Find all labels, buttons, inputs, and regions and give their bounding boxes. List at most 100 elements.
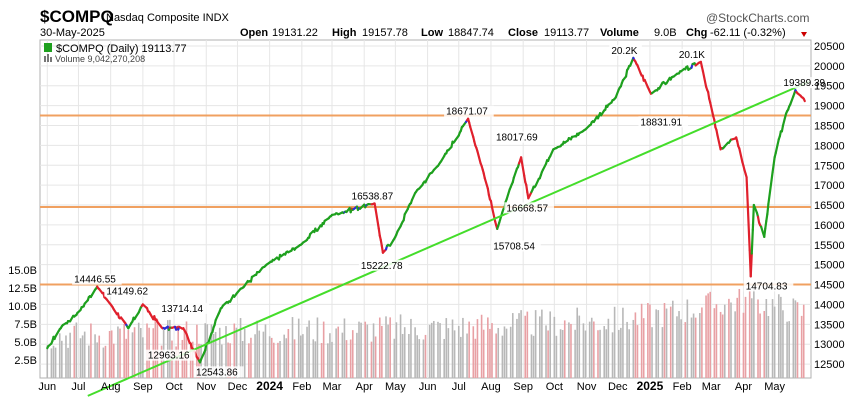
volume-bar <box>527 312 529 378</box>
volume-bar <box>724 305 726 378</box>
volume-bar <box>250 338 252 378</box>
volume-bar <box>125 339 127 378</box>
volume-bar <box>379 318 381 378</box>
volume-bar <box>680 319 682 378</box>
volume-bar <box>583 323 585 378</box>
close-value: 19113.77 <box>544 27 589 39</box>
volume-bar <box>531 334 533 378</box>
volume-bar <box>265 324 267 378</box>
volume-bar <box>327 343 329 378</box>
volume-bar <box>670 307 672 378</box>
volume-bar <box>591 318 593 378</box>
volume-bar <box>308 320 310 378</box>
volume-tick-label: 12.5B <box>8 283 37 295</box>
volume-bar <box>554 317 556 378</box>
volume-bar <box>96 342 98 378</box>
volume-bar <box>128 330 130 378</box>
volume-bar <box>46 345 48 378</box>
volume-bar <box>119 329 121 378</box>
volume-bar <box>113 344 115 378</box>
y-tick-label: 17000 <box>814 180 845 192</box>
volume-bar <box>269 336 271 378</box>
x-tick-label: 2024 <box>256 379 283 393</box>
ticker-name: Nasdaq Composite INDX <box>106 12 230 24</box>
volume-bar <box>649 305 651 378</box>
volume-bar <box>315 341 317 378</box>
volume-bar <box>556 336 558 378</box>
volume-bar <box>699 313 701 378</box>
volume-bar <box>285 338 287 378</box>
x-tick-label: Aug <box>101 381 121 393</box>
volume-bar <box>599 330 601 378</box>
volume-bar <box>547 330 549 378</box>
volume-bar <box>520 310 522 378</box>
volume-bar <box>475 339 477 378</box>
y-tick-label: 19000 <box>814 101 845 113</box>
volume-bar <box>657 310 659 378</box>
volume-bar <box>585 331 587 378</box>
volume-bar <box>254 334 256 378</box>
x-tick-label: May <box>385 381 406 393</box>
volume-bar <box>294 339 296 378</box>
volume-tick-label: 2.5B <box>14 355 37 367</box>
x-tick-label: Jun <box>38 381 56 393</box>
x-tick-label: Apr <box>356 381 373 393</box>
volume-bar <box>570 324 572 378</box>
volume-bar <box>751 298 753 378</box>
volume-legend-bar-icon <box>50 57 52 62</box>
volume-bar <box>502 336 504 378</box>
volume-bar <box>643 318 645 378</box>
volume-bar <box>134 327 136 378</box>
volume-bar <box>452 320 454 378</box>
x-tick-label: Nov <box>196 381 216 393</box>
x-tick-label: Mar <box>323 381 342 393</box>
price-annotation: 18831.91 <box>640 117 682 128</box>
volume-tick-label: 5.0B <box>14 337 37 349</box>
volume-bar <box>793 298 795 378</box>
price-annotation: 14149.62 <box>106 286 148 297</box>
volume-bar <box>533 336 535 378</box>
volume-bar <box>416 335 418 378</box>
volume-bar <box>404 327 406 378</box>
y-tick-label: 13000 <box>814 339 845 351</box>
volume-bar <box>123 324 125 378</box>
x-tick-label: Feb <box>292 381 311 393</box>
volume-bar <box>678 311 680 378</box>
volume-bar <box>626 322 628 378</box>
volume-bar <box>425 335 427 378</box>
volume-bar <box>772 299 774 378</box>
volume-bar <box>759 314 761 378</box>
volume-bar <box>302 334 304 378</box>
open-value: 19131.22 <box>272 27 318 39</box>
open-label: Open <box>240 27 268 39</box>
volume-bar <box>352 330 354 378</box>
volume-bar <box>720 312 722 378</box>
volume-bar <box>641 304 643 378</box>
volume-bar <box>603 326 605 378</box>
volume-bar <box>51 348 53 378</box>
price-axis: 1250013000135001400014500150001550016000… <box>814 41 845 371</box>
volume-bar <box>103 348 105 378</box>
volume-bar <box>65 335 67 378</box>
volume-bar <box>292 317 294 378</box>
price-segment <box>379 228 380 235</box>
volume-bar <box>651 327 653 378</box>
y-tick-label: 15000 <box>814 260 845 272</box>
volume-bar <box>795 300 797 378</box>
volume-tick-label: 15.0B <box>8 265 37 277</box>
x-tick-label: Jun <box>419 381 437 393</box>
volume-bar <box>429 325 431 378</box>
volume-tick-label: 7.5B <box>14 319 37 331</box>
volume-bar <box>749 291 751 378</box>
volume-bar <box>433 321 435 378</box>
volume-bar <box>414 327 416 378</box>
close-label: Close <box>508 27 538 39</box>
volume-bar <box>312 339 314 378</box>
y-tick-label: 20000 <box>814 61 845 73</box>
volume-bar <box>647 303 649 378</box>
volume-bar <box>620 328 622 378</box>
ticker-symbol: $COMPQ <box>40 7 114 26</box>
volume-bar <box>564 320 566 378</box>
